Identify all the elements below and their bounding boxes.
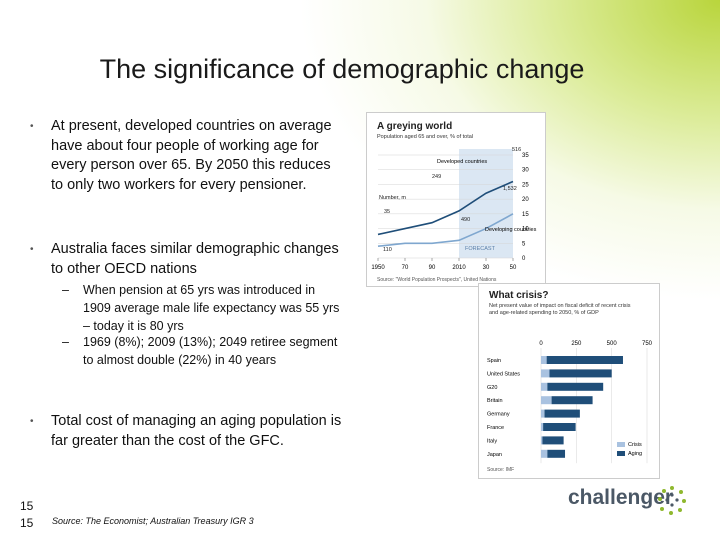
annotation: 110 — [383, 247, 392, 253]
category-label: Spain — [487, 358, 501, 364]
annotation: FORECAST — [465, 246, 496, 252]
annotation: 516 — [512, 147, 521, 153]
logo-mark — [658, 486, 686, 515]
figure-subtitle: Population aged 65 and over, % of total — [377, 134, 474, 140]
bar-segment — [541, 436, 543, 445]
bar-segment — [547, 382, 604, 391]
bar-segment — [551, 396, 593, 405]
category-label: United States — [487, 371, 520, 377]
y-tick-label: 10 — [522, 227, 529, 233]
figure-source: Source: "World Population Prospects", Un… — [377, 277, 497, 283]
annotation: 35 — [384, 209, 390, 215]
x-tick-label: 500 — [607, 341, 618, 347]
bar-segment — [541, 356, 547, 364]
x-tick-label: 250 — [571, 341, 582, 347]
legend-entry: Aging — [628, 451, 642, 457]
category-label: Germany — [487, 412, 510, 418]
sub-bullet: When pension at 65 yrs was introduced in… — [62, 281, 345, 335]
slide-title: The significance of demographic change — [99, 54, 585, 84]
bar-segment — [544, 409, 580, 418]
bar-segment — [541, 369, 550, 378]
bar-segment — [541, 449, 548, 458]
category-label: Italy — [487, 438, 497, 444]
bar-segment — [543, 423, 576, 431]
page-number: 15 — [20, 516, 34, 530]
figure-plot: 0 250 500 750 Spain United States G20 Britain Ge… — [487, 341, 653, 464]
legend-entry: Crisis — [628, 442, 642, 448]
category-label: G20 — [487, 385, 497, 391]
bar-segment — [541, 382, 548, 391]
bullet: Australia faces similar demographic chan… — [30, 240, 346, 279]
x-tick-label: 90 — [429, 265, 436, 271]
x-tick-label: 750 — [642, 341, 653, 347]
x-tick-label: 50 — [510, 265, 517, 271]
annotation: 490 — [461, 217, 470, 223]
bullet: At present, developed countries on avera… — [30, 117, 346, 195]
figure-subtitle: Net present value of impact on fiscal de… — [489, 303, 631, 316]
y-tick-label: 0 — [522, 256, 526, 262]
category-label: Japan — [487, 452, 502, 458]
legend-entry: Developed countries — [437, 159, 487, 165]
bar-segment — [541, 423, 544, 431]
figure-plot: 0 5 10 15 20 25 30 35 1950 70 90 2010 30 50 516 249 1,53… — [371, 147, 537, 271]
legend-swatch — [617, 451, 625, 456]
y-tick-label: 30 — [522, 168, 529, 174]
category-label: France — [487, 425, 504, 431]
footer-source: Source: The Economist; Australian Treasu… — [52, 516, 254, 526]
bar-segment — [542, 436, 564, 445]
page-number: 15 — [20, 499, 34, 513]
legend-swatch — [617, 442, 625, 447]
forecast-band — [459, 149, 513, 258]
x-tick-label: 2010 — [452, 265, 466, 271]
annotation: 1,532 — [503, 186, 517, 192]
figure-title: What crisis? — [489, 290, 549, 301]
x-tick-label: 1950 — [371, 265, 385, 271]
x-tick-label: 0 — [539, 341, 543, 347]
series-line — [377, 180, 514, 236]
figure: A greying world Population aged 65 and o… — [366, 112, 546, 287]
annotation: Number, m — [379, 195, 406, 201]
figure: What crisis? Net present value of impact… — [478, 283, 660, 479]
logo: challenger — [568, 486, 674, 509]
y-tick-label: 20 — [522, 197, 529, 203]
bar-segment — [547, 449, 566, 458]
sub-bullet: 1969 (8%); 2009 (13%); 2049 retiree segm… — [62, 333, 345, 369]
bar-segment — [541, 409, 545, 418]
bar-segment — [549, 369, 612, 378]
figure-title: A greying world — [377, 121, 453, 132]
series-line — [377, 213, 514, 248]
y-tick-label: 15 — [522, 212, 529, 218]
y-tick-label: 25 — [522, 182, 529, 188]
figure-source: Source: IMF — [487, 467, 515, 473]
annotation: 249 — [432, 174, 441, 180]
bullet: Total cost of managing an aging populati… — [30, 412, 346, 451]
bar-segment — [546, 356, 623, 364]
category-label: Britain — [487, 398, 503, 404]
y-tick-label: 5 — [522, 241, 526, 247]
y-tick-label: 35 — [522, 153, 529, 159]
legend-entry: Developing countries — [485, 227, 537, 233]
bar-segment — [541, 396, 552, 405]
x-tick-label: 30 — [483, 265, 490, 271]
x-tick-label: 70 — [402, 265, 409, 271]
